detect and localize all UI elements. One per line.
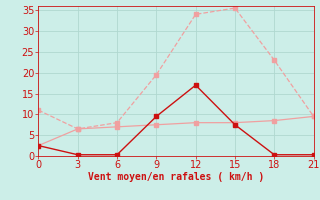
X-axis label: Vent moyen/en rafales ( km/h ): Vent moyen/en rafales ( km/h ) xyxy=(88,172,264,182)
